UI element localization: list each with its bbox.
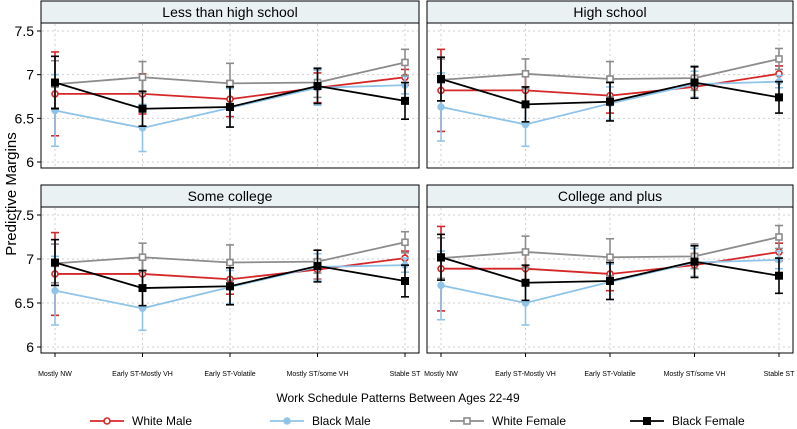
legend-swatch-marker bbox=[283, 417, 291, 425]
x-axis-title: Work Schedule Patterns Between Ages 22-4… bbox=[276, 391, 520, 405]
y-axis-title: Predictive Margins bbox=[3, 132, 20, 255]
x-tick-label: Early ST-Volatile bbox=[204, 371, 255, 378]
series-black-female bbox=[437, 233, 783, 302]
panel-some-college: Some college 6 6.5 7 7.5 Mostly NW Early ST-Mo… bbox=[15, 184, 421, 378]
data-point bbox=[521, 278, 530, 287]
data-point bbox=[606, 253, 614, 262]
data-point bbox=[690, 78, 699, 87]
data-point bbox=[138, 73, 147, 82]
panel-title: High school bbox=[573, 4, 646, 20]
data-point bbox=[521, 100, 530, 109]
legend-label: White Male bbox=[132, 414, 192, 428]
series-black-female bbox=[437, 56, 783, 123]
data-point bbox=[775, 55, 783, 63]
x-tick-label: Mostly NW bbox=[424, 371, 458, 378]
x-tick-label: Early ST-Mostly VH bbox=[495, 371, 556, 378]
data-point bbox=[401, 238, 409, 247]
data-point bbox=[521, 69, 530, 78]
data-point bbox=[51, 78, 59, 87]
panel-less-than-high-school: Less than high school 6 6.5 7 7.5 bbox=[15, 0, 420, 170]
legend-swatch-marker bbox=[103, 417, 111, 425]
data-point bbox=[606, 277, 614, 285]
data-point bbox=[138, 104, 147, 113]
data-point bbox=[313, 82, 322, 91]
data-point bbox=[437, 103, 445, 111]
y-tick-label: 6.5 bbox=[15, 110, 35, 126]
legend-item-white-female: White Female bbox=[450, 414, 566, 428]
data-point bbox=[775, 233, 783, 241]
data-point bbox=[401, 58, 409, 67]
legend-swatch-marker bbox=[643, 417, 651, 425]
panel-title: Less than high school bbox=[162, 4, 297, 20]
data-point bbox=[437, 75, 445, 84]
panel-title: College and plus bbox=[558, 188, 662, 204]
data-point bbox=[313, 262, 322, 271]
legend-item-white-male: White Male bbox=[90, 414, 192, 428]
legend-label: Black Male bbox=[312, 414, 371, 428]
y-tick-label: 7.5 bbox=[15, 23, 35, 39]
legend-swatch-marker bbox=[463, 417, 471, 425]
series-black-female bbox=[51, 55, 409, 128]
data-point bbox=[775, 93, 783, 102]
x-tick-label: Early ST-Mostly VH bbox=[112, 371, 173, 378]
data-point bbox=[226, 79, 234, 88]
legend-item-black-male: Black Male bbox=[270, 414, 371, 428]
legend-item-black-female: Black Female bbox=[630, 414, 745, 428]
panels-group: Less than high school 6 6.5 7 7.5 High school… bbox=[15, 0, 795, 378]
x-tick-label: Stable ST bbox=[390, 371, 421, 378]
data-point bbox=[226, 258, 234, 267]
x-tick-label: Mostly ST/some VH bbox=[287, 371, 349, 378]
y-tick-label: 7.5 bbox=[15, 207, 35, 223]
data-point bbox=[521, 248, 530, 256]
data-point bbox=[606, 97, 614, 106]
legend-label: Black Female bbox=[672, 414, 745, 428]
y-tick-label: 6.5 bbox=[15, 295, 35, 311]
data-point bbox=[690, 257, 699, 266]
data-point bbox=[51, 286, 59, 295]
panel-title: Some college bbox=[188, 188, 273, 204]
x-tick-label: Mostly NW bbox=[38, 371, 72, 378]
legend-label: White Female bbox=[492, 414, 566, 428]
data-point bbox=[775, 271, 783, 280]
x-tick-label: Stable ST bbox=[764, 371, 795, 378]
x-tick-label: Early ST-Volatile bbox=[584, 371, 635, 378]
y-tick-label: 6 bbox=[26, 339, 34, 355]
data-point bbox=[226, 282, 234, 291]
data-point bbox=[226, 102, 234, 111]
panel-college-and-plus: College and plus Mostly NW Early ST-Mostly… bbox=[424, 184, 795, 378]
series-black-female bbox=[51, 238, 409, 307]
data-point bbox=[401, 96, 409, 105]
data-point bbox=[138, 284, 147, 293]
data-point bbox=[401, 277, 409, 285]
x-tick-label: Mostly ST/some VH bbox=[664, 371, 726, 378]
data-point bbox=[138, 253, 147, 262]
y-tick-label: 7 bbox=[26, 67, 34, 83]
data-point bbox=[437, 253, 445, 262]
legend: White Male Black Male White Female Black Fe… bbox=[90, 414, 745, 428]
y-tick-label: 6 bbox=[26, 154, 34, 170]
data-point bbox=[437, 281, 445, 290]
y-tick-label: 7 bbox=[26, 251, 34, 267]
data-point bbox=[606, 75, 614, 83]
panel-high-school: High school bbox=[426, 0, 794, 169]
data-point bbox=[51, 258, 59, 267]
